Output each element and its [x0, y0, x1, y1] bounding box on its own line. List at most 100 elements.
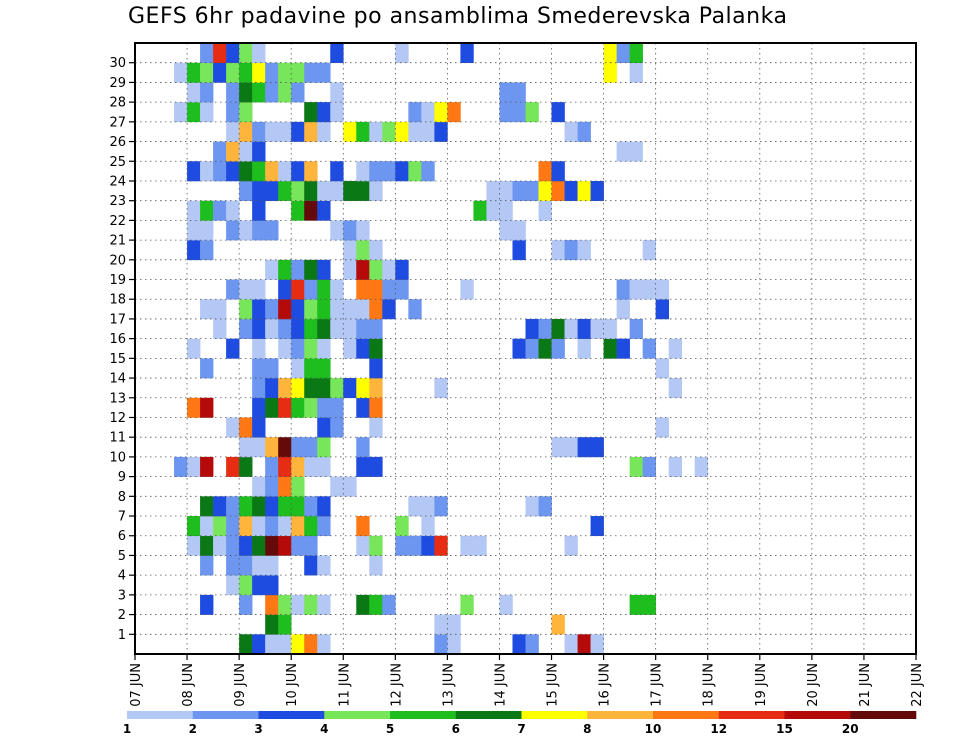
heatmap-cell	[317, 555, 331, 576]
heatmap-cell	[434, 496, 448, 517]
heatmap-cell	[551, 614, 565, 635]
y-axis-ticks: 1234567891011121314151617181920212223242…	[109, 56, 135, 643]
heatmap-cell	[668, 378, 682, 399]
heatmap-cell	[369, 161, 383, 182]
heatmap-cell	[200, 496, 214, 517]
heatmap-cell	[577, 240, 591, 261]
heatmap-cell	[252, 220, 266, 241]
heatmap-cell	[278, 338, 292, 359]
heatmap-cell	[369, 240, 383, 261]
heatmap-cell	[291, 338, 305, 359]
heatmap-cell	[278, 259, 292, 280]
heatmap-cell	[239, 575, 253, 596]
heatmap-cell	[278, 594, 292, 615]
heatmap-cell	[226, 121, 240, 142]
legend-swatch	[324, 711, 391, 719]
heatmap-cell	[590, 437, 604, 458]
heatmap-cell	[447, 634, 461, 655]
heatmap-cell	[200, 240, 214, 261]
heatmap-cell	[278, 516, 292, 537]
legend-swatch	[455, 711, 522, 719]
heatmap-cell	[174, 456, 188, 477]
x-tick-label: 10 JUN	[285, 663, 300, 707]
heatmap-cell	[200, 516, 214, 537]
heatmap-cell	[252, 318, 266, 339]
heatmap-cell	[239, 516, 253, 537]
heatmap-cell	[577, 437, 591, 458]
heatmap-cell	[265, 259, 279, 280]
heatmap-cell	[473, 535, 487, 556]
heatmap-cell	[187, 62, 201, 83]
heatmap-cell	[252, 358, 266, 379]
heatmap-cell	[304, 516, 318, 537]
heatmap-cell	[317, 417, 331, 438]
heatmap-cell	[265, 476, 279, 497]
heatmap-cell	[265, 614, 279, 635]
heatmap-cell	[395, 535, 409, 556]
heatmap-cell	[317, 180, 331, 201]
heatmap-cell	[265, 555, 279, 576]
heatmap-cell	[668, 338, 682, 359]
heatmap-cell	[265, 161, 279, 182]
heatmap-cell	[291, 496, 305, 517]
heatmap-cell	[187, 516, 201, 537]
heatmap-cell	[460, 279, 474, 300]
heatmap-cell	[408, 161, 422, 182]
heatmap-cell	[551, 437, 565, 458]
heatmap-cell	[291, 634, 305, 655]
heatmap-cell	[304, 634, 318, 655]
heatmap-cell	[213, 318, 227, 339]
heatmap-cell	[499, 200, 513, 221]
y-tick-label: 24	[109, 174, 126, 189]
y-tick-label: 14	[109, 372, 126, 387]
heatmap-cell	[252, 161, 266, 182]
legend-swatch	[521, 711, 588, 719]
heatmap-cell	[291, 378, 305, 399]
heatmap-cell	[278, 279, 292, 300]
heatmap-cell	[265, 220, 279, 241]
legend-swatch	[850, 711, 917, 719]
legend-label: 12	[710, 722, 727, 736]
heatmap-cell	[304, 555, 318, 576]
heatmap-cell	[213, 200, 227, 221]
heatmap-cell	[278, 161, 292, 182]
y-tick-label: 2	[118, 608, 126, 623]
heatmap-cell	[369, 180, 383, 201]
legend-swatch	[390, 711, 457, 719]
legend-swatch	[784, 711, 851, 719]
heatmap-cell	[356, 299, 370, 320]
legend-label: 10	[645, 722, 662, 736]
heatmap-cell	[278, 535, 292, 556]
x-tick-label: 09 JUN	[233, 663, 248, 707]
heatmap-cell	[265, 594, 279, 615]
heatmap-cell	[356, 594, 370, 615]
heatmap-cell	[187, 102, 201, 123]
y-tick-label: 17	[109, 312, 126, 327]
heatmap-cell	[564, 240, 578, 261]
heatmap-cell	[629, 141, 643, 162]
heatmap-cell	[291, 456, 305, 477]
heatmap-cell	[200, 535, 214, 556]
heatmap-cell	[252, 299, 266, 320]
heatmap-cell	[239, 220, 253, 241]
heatmap-cell	[356, 259, 370, 280]
heatmap-cell	[317, 496, 331, 517]
heatmap-cell	[226, 456, 240, 477]
heatmap-cell	[330, 43, 344, 64]
heatmap-cell	[356, 318, 370, 339]
heatmap-cell	[304, 318, 318, 339]
heatmap-cell	[304, 180, 318, 201]
heatmap-cell	[369, 121, 383, 142]
x-tick-label: 20 JUN	[806, 663, 821, 707]
heatmap-cell	[408, 535, 422, 556]
heatmap-cell	[499, 594, 513, 615]
heatmap-cell	[304, 338, 318, 359]
heatmap-cell	[369, 378, 383, 399]
heatmap-cell	[252, 200, 266, 221]
heatmap-cell	[447, 614, 461, 635]
heatmap-cell	[499, 102, 513, 123]
heatmap-cell	[577, 180, 591, 201]
legend-label: 5	[386, 722, 394, 736]
x-tick-label: 18 JUN	[702, 663, 717, 707]
heatmap-cell	[551, 338, 565, 359]
